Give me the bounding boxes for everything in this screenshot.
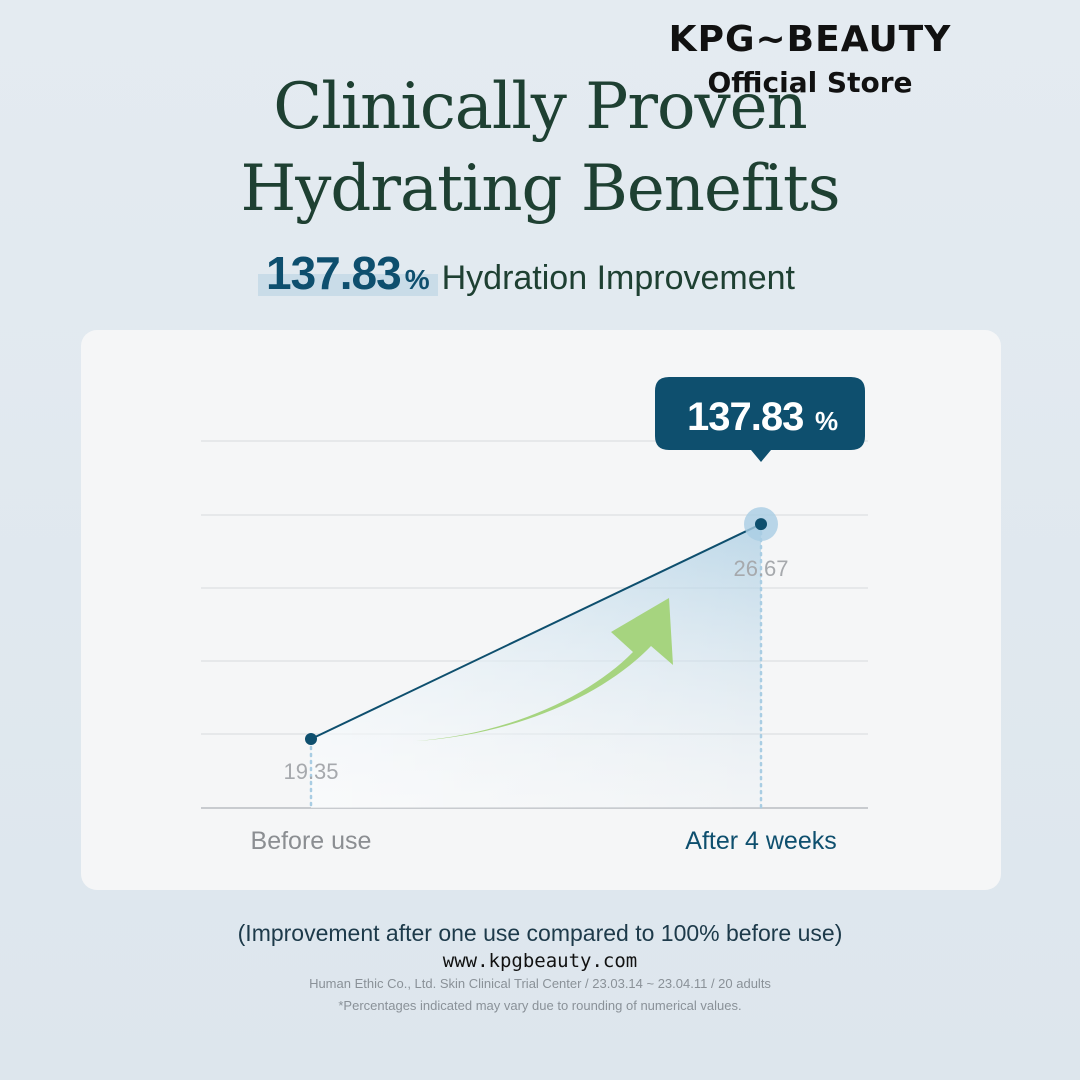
value-label-before: 19.35 (283, 759, 338, 784)
category-label-before: Before use (251, 827, 372, 855)
footnote-disclaimer: *Percentages indicated may vary due to r… (338, 998, 742, 1013)
trend-arrow (416, 598, 673, 741)
series-line (310, 523, 762, 740)
headline: Clinically Proven Hydrating Benefits (0, 66, 1080, 230)
callout-value: 137.83 (687, 395, 803, 439)
subhead-text: Hydration Improvement (441, 259, 795, 297)
subhead-number: 137.83 (266, 247, 402, 299)
brand-subtitle: Official Store (707, 66, 913, 99)
footnote-main: (Improvement after one use compared to 1… (237, 920, 843, 946)
data-point-2 (755, 518, 767, 531)
headline-line-2: Hydrating Benefits (240, 152, 840, 226)
brand-block: KPG~BEAUTY Official Store (640, 20, 980, 100)
subhead-highlight (258, 274, 438, 296)
callout: 137.83% (655, 377, 865, 462)
line-chart: 137.83% 19.35 26.67 Before use After 4 week… (201, 377, 868, 855)
footnote-source: Human Ethic Co., Ltd. Skin Clinical Tria… (309, 976, 771, 991)
website-url[interactable]: www.kpgbeauty.com (442, 950, 638, 972)
series-line-layer (305, 507, 778, 746)
subhead: 137.83 % Hydration Improvement (258, 246, 795, 302)
headline-line-1: Clinically Proven (273, 70, 807, 144)
data-point-1 (305, 733, 317, 746)
value-labels: 19.35 26.67 Before use After 4 weeks (251, 556, 837, 855)
area-fill (309, 524, 763, 810)
subhead-unit: % (404, 264, 430, 295)
callout-unit: % (815, 406, 838, 436)
brand-name: KPG~BEAUTY (668, 19, 952, 60)
value-label-after: 26.67 (733, 556, 788, 581)
chart-card: 137.83% 19.35 26.67 Before use After 4 week… (81, 330, 1001, 890)
area-fill-fade (311, 524, 761, 808)
category-label-after: After 4 weeks (685, 827, 836, 855)
green-arrow-icon (416, 598, 673, 741)
callout-bubble (655, 377, 865, 462)
